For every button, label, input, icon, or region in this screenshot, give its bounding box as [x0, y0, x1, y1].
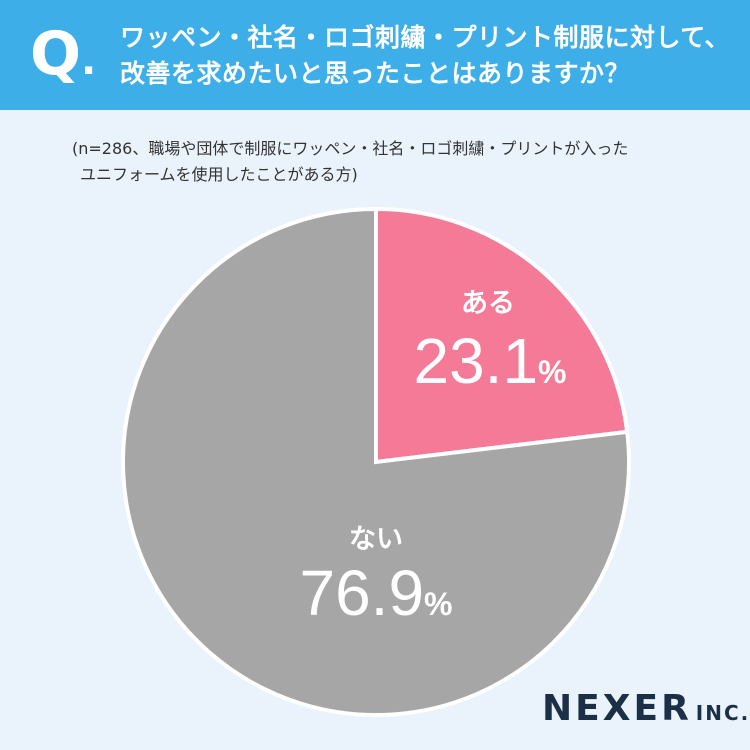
question-line-1: ワッペン・社名・ロゴ刺繍・プリント制服に対して、	[120, 23, 731, 52]
pie-slice-aru	[374, 206, 630, 465]
slice-label: ある	[461, 288, 515, 319]
slice-value-label: 76.9%	[299, 557, 452, 629]
sample-note: (n=286、職場や団体で制服にワッペン・社名・ロゴ刺繍・プリントが入った ユニ…	[72, 136, 712, 188]
slice-value-label: 23.1%	[413, 325, 566, 397]
pie-slice-nai	[121, 206, 631, 717]
question-header: Q. ワッペン・社名・ロゴ刺繍・プリント制服に対して、 改善を求めたいと思ったこ…	[0, 0, 750, 110]
question-line-2: 改善を求めたいと思ったことはありますか？	[120, 59, 631, 88]
nexer-logo: NEXER INC.	[542, 688, 750, 729]
question-text: ワッペン・社名・ロゴ刺繍・プリント制服に対して、 改善を求めたいと思ったことはあ…	[120, 20, 730, 92]
q-mark: Q.	[30, 19, 97, 89]
slice-label: ない	[349, 524, 403, 555]
logo-main: NEXER	[542, 688, 692, 729]
sample-note-line-1: (n=286、職場や団体で制服にワッペン・社名・ロゴ刺繍・プリントが入った	[72, 139, 629, 158]
pie-slices	[121, 206, 631, 717]
logo-sub: INC.	[695, 701, 750, 725]
sample-note-line-2: ユニフォームを使用したことがある方)	[80, 165, 358, 184]
